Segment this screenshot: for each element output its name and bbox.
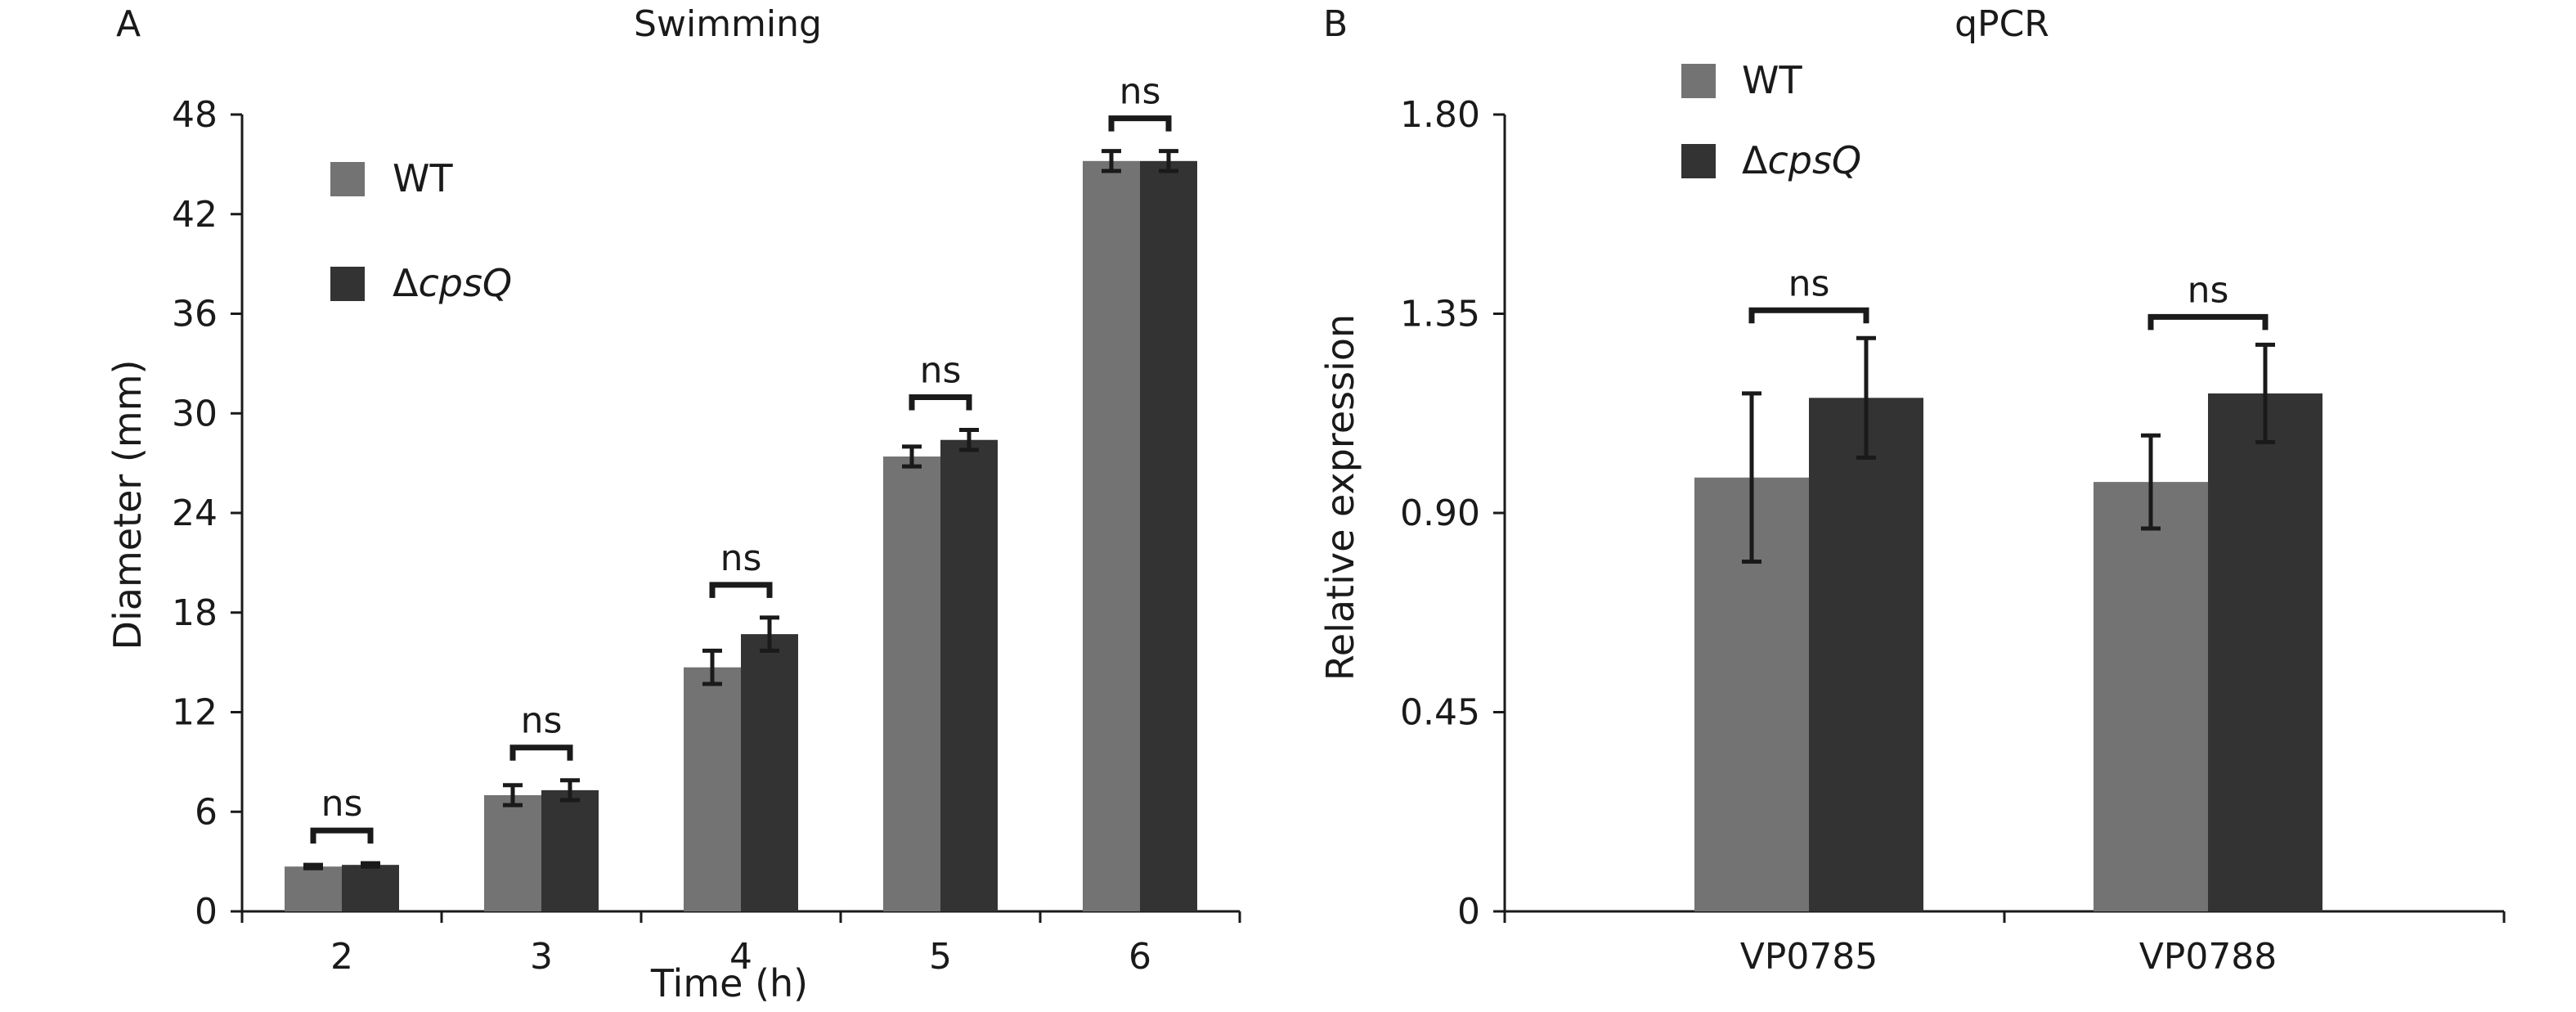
panel-b-y-tick-label: 0.45: [1400, 692, 1480, 734]
panel-a-legend-swatch-wt: [330, 162, 365, 196]
panel-b-title: qPCR: [1954, 3, 2049, 45]
panel-a-error-bar: [959, 428, 979, 452]
panel-b-legend-swatch-wt: [1681, 64, 1716, 98]
panel-a-y-axis-label: Diameter (mm): [105, 360, 150, 650]
panel-a-bar: [484, 794, 541, 911]
panel-a-y-tick-label: 48: [172, 94, 218, 136]
panel-a-error-bar: [702, 648, 722, 686]
panel-b-error-bar: [2141, 433, 2161, 531]
panel-a-x-tick-label: 2: [330, 936, 353, 978]
panel-a-y-tick-label: 0: [195, 891, 218, 933]
panel-a-significance-bracket: [909, 394, 972, 411]
panel-b-legend-swatch-cpsq: [1681, 144, 1716, 178]
panel-b-bar: [1809, 398, 1923, 911]
panel-a-legend-swatch-cpsq: [330, 267, 365, 301]
panel-b-label: B: [1323, 3, 1348, 45]
panel-a-x-tick-label: 3: [530, 936, 553, 978]
panel-a-error-bar: [760, 615, 779, 653]
panel-b-significance-label: ns: [2188, 269, 2229, 311]
panel-b-error-bar: [1742, 391, 1761, 564]
panel-a-legend-label-wt: WT: [393, 156, 453, 200]
panel-b-legend-label-wt: WT: [1742, 58, 1802, 102]
panel-a-y-tick-label: 12: [172, 692, 218, 734]
panel-a-bar: [1140, 160, 1197, 912]
panel-a-y-tick-label: 24: [172, 493, 218, 534]
panel-a-plot-area: 0 6 12 18 24 30 36 42 48 2 ns 3 ns 4 ns 5 ns 6 ns: [172, 71, 1241, 978]
panel-b-y-tick-label: 1.35: [1400, 294, 1480, 335]
panel-a-significance-label: ns: [920, 350, 962, 392]
panel-a-x-tick-label: 4: [729, 936, 752, 978]
panel-b-x-tick-label: VP0788: [2139, 936, 2278, 978]
panel-b-y-tick-label: 1.80: [1400, 94, 1480, 136]
panel-a-y-tick-label: 18: [172, 592, 218, 634]
panel-a-y-tick-label: 42: [172, 194, 218, 236]
panel-b-error-bar: [1856, 335, 1876, 460]
panel-a-error-bar: [303, 862, 323, 870]
panel-a-x-tick-label: 5: [929, 936, 952, 978]
panel-a-significance-label: ns: [720, 537, 762, 579]
panel-a-error-bar: [560, 778, 580, 803]
panel-a-bar: [940, 439, 998, 911]
panel-a-y-tick-label: 6: [195, 791, 218, 833]
panel-a-significance-bracket: [310, 827, 374, 844]
panel-a-title: Swimming: [634, 3, 822, 45]
panel-a-significance-label: ns: [321, 783, 363, 825]
panel-a-x-tick-label: 6: [1129, 936, 1151, 978]
panel-a-significance-bracket: [509, 744, 573, 761]
panel-a-error-bar: [1159, 149, 1178, 173]
panel-b-bar: [2094, 482, 2208, 911]
panel-a-bar: [883, 457, 940, 911]
panel-a-error-bar: [361, 861, 380, 869]
panel-a-significance-label: ns: [1120, 71, 1161, 113]
panel-b-y-axis-label: Relative expression: [1318, 314, 1362, 681]
panel-b-y-tick-label: 0.90: [1400, 493, 1480, 534]
panel-a-y-tick-label: 30: [172, 393, 218, 434]
panel-a-y-tick-label: 36: [172, 294, 218, 335]
panel-a-legend-label-cpsq: ΔcpsQ: [393, 261, 512, 305]
panel-a-bar: [342, 865, 399, 911]
panel-a-bar: [684, 667, 741, 911]
panel-a-bar: [541, 789, 599, 911]
panel-b-significance-bracket: [1748, 307, 1869, 324]
panel-b-y-tick-label: 0: [1457, 891, 1480, 933]
panel-a-error-bar: [1102, 149, 1121, 173]
panel-a-bar: [1083, 160, 1140, 912]
panel-b-legend-label-cpsq: ΔcpsQ: [1742, 138, 1861, 182]
panel-b-x-tick-label: VP0785: [1740, 936, 1878, 978]
panel-b-significance-bracket: [2147, 313, 2269, 331]
panel-b-bar: [2208, 393, 2322, 911]
panel-a-error-bar: [902, 444, 922, 469]
panel-a-significance-bracket: [1108, 115, 1172, 132]
panel-a-significance-bracket: [709, 582, 773, 598]
panel-a-x-axis-label: Time (h): [650, 961, 808, 1005]
panel-a-bar: [741, 634, 798, 911]
panel-a-bar: [285, 866, 342, 911]
panel-a-significance-label: ns: [521, 700, 563, 742]
panel-b-error-bar: [2255, 342, 2275, 444]
panel-b-plot-area: 0 0.45 0.90 1.35 1.80 VP0785 ns VP0788 ns: [1400, 94, 2506, 978]
panel-b-significance-label: ns: [1788, 263, 1830, 304]
panel-a-label: A: [116, 3, 141, 45]
panel-a-error-bar: [503, 783, 523, 807]
